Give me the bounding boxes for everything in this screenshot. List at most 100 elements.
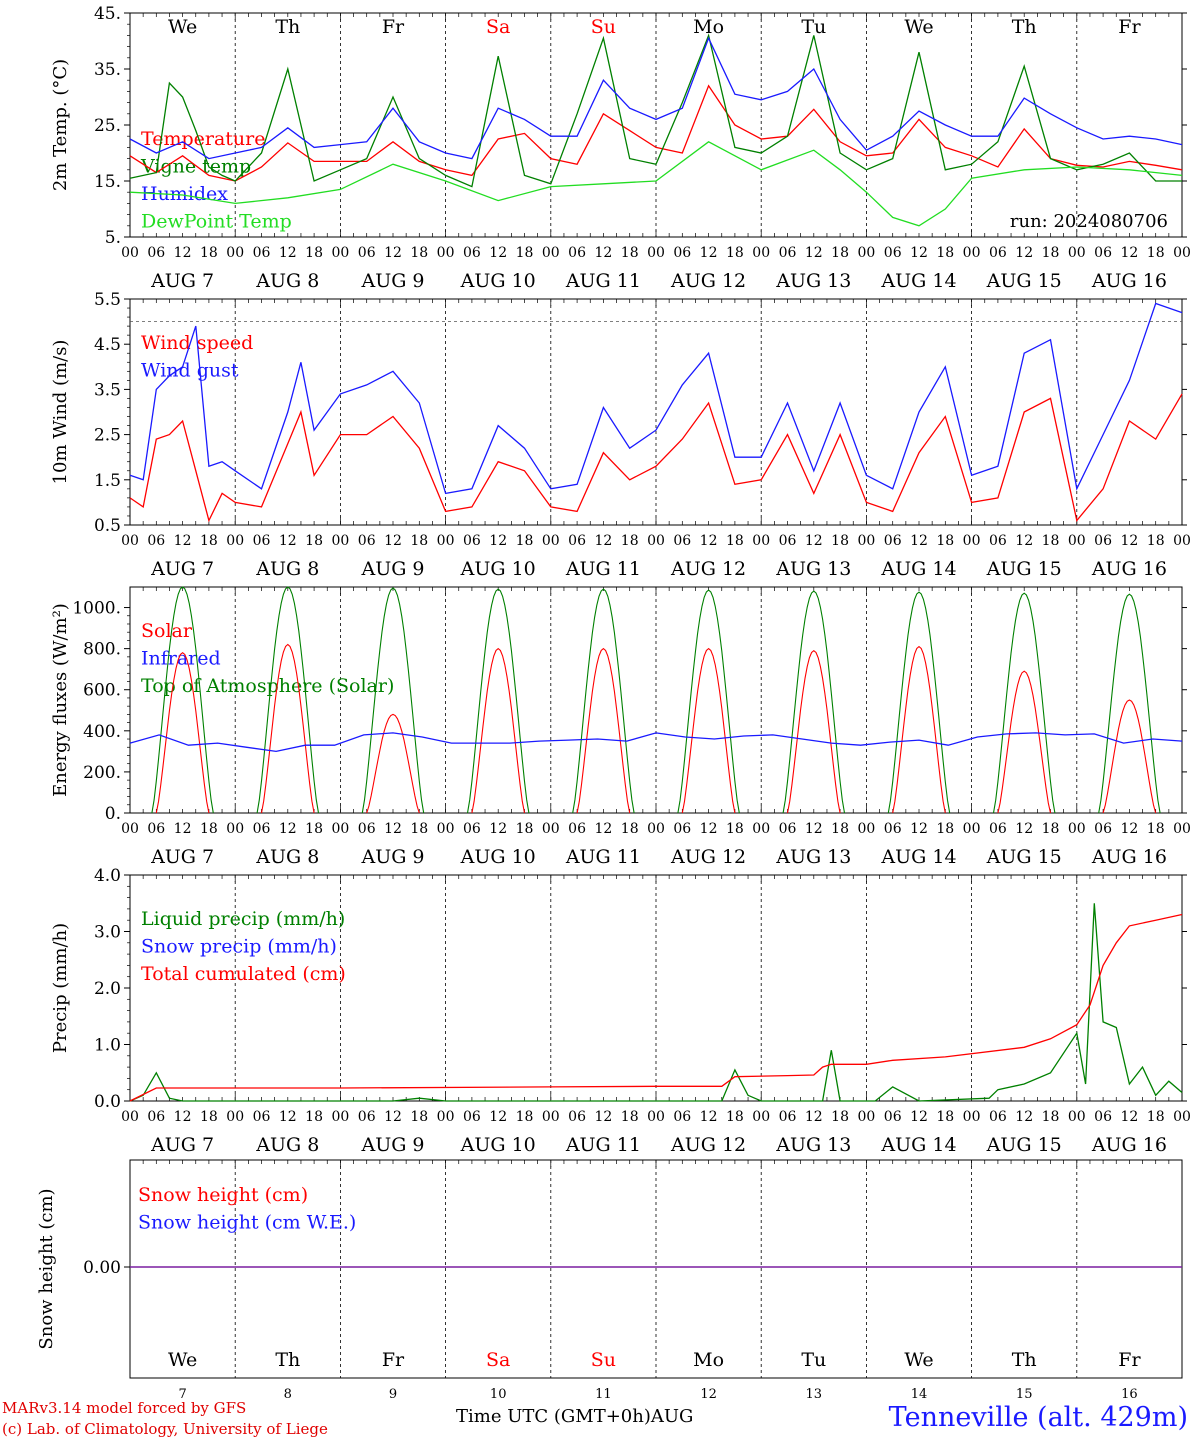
hour-tick-label: 18 bbox=[936, 533, 954, 549]
hour-tick-label: 12 bbox=[700, 245, 718, 261]
hour-tick-label: 06 bbox=[673, 533, 691, 549]
hour-tick-label: 00 bbox=[752, 1109, 770, 1125]
date-tick-label: AUG 9 bbox=[360, 1134, 424, 1156]
hour-tick-label: 12 bbox=[489, 821, 507, 837]
hour-tick-label: 00 bbox=[1173, 245, 1191, 261]
weekday-label: Fr bbox=[1118, 16, 1141, 38]
day-number-label: 11 bbox=[595, 1387, 612, 1402]
hour-tick-label: 18 bbox=[305, 245, 323, 261]
date-tick-label: AUG 14 bbox=[880, 1134, 956, 1156]
hour-tick-label: 00 bbox=[226, 533, 244, 549]
lab-credit: (c) Lab. of Climatology, University of L… bbox=[2, 1420, 328, 1438]
date-tick-label: AUG 13 bbox=[775, 558, 851, 580]
hour-tick-label: 18 bbox=[410, 821, 428, 837]
temp-series-line bbox=[129, 33, 1182, 188]
weekday-label: We bbox=[168, 16, 197, 38]
hour-tick-label: 06 bbox=[358, 1109, 376, 1125]
hour-tick-label: 00 bbox=[226, 245, 244, 261]
hour-tick-label: 18 bbox=[726, 245, 744, 261]
run-label: run: 2024080706 bbox=[1010, 211, 1168, 232]
hour-tick-label: 00 bbox=[1173, 1109, 1191, 1125]
precip-ytick-label: 4.0 bbox=[94, 866, 121, 886]
hour-tick-label: 06 bbox=[1094, 245, 1112, 261]
hour-tick-label: 06 bbox=[463, 1109, 481, 1125]
wind-ytick-label: 2.5 bbox=[94, 426, 121, 446]
hour-tick-label: 12 bbox=[594, 821, 612, 837]
wind-ytick-label: 1.5 bbox=[94, 471, 121, 491]
snow-legend-item: Snow height (cm) bbox=[138, 1184, 308, 1206]
hour-tick-label: 18 bbox=[1042, 821, 1060, 837]
toa-solar-curve bbox=[992, 592, 1056, 814]
wind-series-line bbox=[129, 302, 1183, 495]
hour-tick-label: 00 bbox=[542, 821, 560, 837]
temp-legend-item: DewPoint Temp bbox=[141, 211, 292, 233]
weekday-label: We bbox=[904, 16, 933, 38]
precip-legend-item: Snow precip (mm/h) bbox=[141, 936, 337, 958]
date-tick-label: AUG 10 bbox=[460, 1134, 536, 1156]
hour-tick-label: 18 bbox=[516, 533, 534, 549]
hour-tick-label: 18 bbox=[516, 245, 534, 261]
hour-tick-label: 18 bbox=[305, 533, 323, 549]
hour-tick-label: 00 bbox=[1068, 821, 1086, 837]
hour-tick-label: 00 bbox=[331, 533, 349, 549]
weekday-label: Th bbox=[1012, 16, 1037, 38]
hour-tick-label: 00 bbox=[857, 821, 875, 837]
solar-curve bbox=[681, 647, 736, 814]
hour-tick-label: 00 bbox=[963, 533, 981, 549]
date-tick-label: AUG 11 bbox=[565, 1134, 641, 1156]
hour-tick-label: 12 bbox=[489, 245, 507, 261]
hour-tick-label: 00 bbox=[331, 821, 349, 837]
temp-legend-item: Temperature bbox=[141, 128, 265, 150]
temp-ytick-label: 35. bbox=[94, 60, 121, 80]
temp-series-line bbox=[129, 36, 1183, 160]
energy-legend-item: Top of Atmosphere (Solar) bbox=[141, 675, 394, 697]
hour-tick-label: 00 bbox=[963, 245, 981, 261]
infrared-line bbox=[129, 732, 1183, 753]
day-number-label: 10 bbox=[490, 1387, 507, 1402]
hour-tick-label: 18 bbox=[410, 1109, 428, 1125]
toa-solar-curve bbox=[151, 586, 214, 814]
date-tick-label: AUG 15 bbox=[986, 846, 1062, 868]
hour-tick-label: 12 bbox=[279, 821, 297, 837]
hour-tick-label: 06 bbox=[147, 533, 165, 549]
precip-series-line bbox=[129, 913, 1183, 1102]
hour-tick-label: 00 bbox=[331, 1109, 349, 1125]
day-number-label: 16 bbox=[1121, 1387, 1138, 1402]
hour-tick-label: 06 bbox=[463, 821, 481, 837]
hour-tick-label: 12 bbox=[174, 1109, 192, 1125]
hour-tick-label: 00 bbox=[857, 1109, 875, 1125]
toa-solar-curve bbox=[1098, 593, 1161, 814]
date-tick-label: AUG 13 bbox=[775, 1134, 851, 1156]
snow-axis-label: Snow height (cm) bbox=[36, 1188, 57, 1349]
hour-tick-label: 12 bbox=[910, 1109, 928, 1125]
temp-series-line bbox=[129, 84, 1183, 182]
date-tick-label: AUG 12 bbox=[670, 558, 746, 580]
energy-ytick-label: 800. bbox=[83, 640, 121, 660]
hour-tick-label: 06 bbox=[989, 821, 1007, 837]
date-tick-label: AUG 8 bbox=[255, 558, 319, 580]
hour-tick-label: 18 bbox=[1042, 245, 1060, 261]
hour-tick-label: 00 bbox=[1068, 533, 1086, 549]
date-tick-label: AUG 8 bbox=[255, 1134, 319, 1156]
solar-curve bbox=[786, 649, 841, 814]
date-tick-label: AUG 10 bbox=[460, 270, 536, 292]
weekday-label: Tu bbox=[801, 1349, 826, 1371]
hour-tick-label: 18 bbox=[621, 245, 639, 261]
hour-tick-label: 12 bbox=[700, 1109, 718, 1125]
hour-tick-label: 00 bbox=[437, 245, 455, 261]
solar-curve bbox=[576, 647, 631, 814]
hour-tick-label: 00 bbox=[752, 245, 770, 261]
hour-tick-label: 18 bbox=[936, 245, 954, 261]
date-tick-label: AUG 12 bbox=[670, 1134, 746, 1156]
precip-ytick-label: 2.0 bbox=[94, 979, 121, 999]
hour-tick-label: 12 bbox=[594, 1109, 612, 1125]
hour-tick-label: 00 bbox=[121, 821, 139, 837]
hour-tick-label: 12 bbox=[1120, 1109, 1138, 1125]
solar-curve bbox=[366, 713, 420, 814]
hour-tick-label: 12 bbox=[279, 533, 297, 549]
hour-tick-label: 12 bbox=[384, 245, 402, 261]
toa-solar-curve bbox=[361, 587, 425, 814]
date-tick-label: AUG 11 bbox=[565, 270, 641, 292]
hour-tick-label: 06 bbox=[463, 245, 481, 261]
